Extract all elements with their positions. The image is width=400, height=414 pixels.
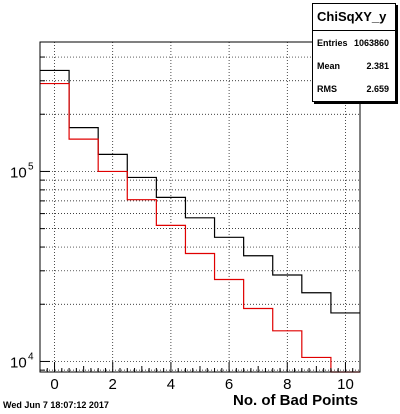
y-tick-label-base: 10 <box>10 354 27 371</box>
stats-label: Mean <box>317 61 341 71</box>
x-tick-label: 6 <box>225 376 233 393</box>
axes <box>39 41 361 373</box>
x-tick-label: 2 <box>109 376 117 393</box>
stats-box: ChiSqXY_y Entries 1063860 Mean 2.381 RMS… <box>312 3 396 102</box>
histogram-series-1 <box>40 82 360 373</box>
stats-value: 2.381 <box>366 61 389 71</box>
timestamp: Wed Jun 7 18:07:12 2017 <box>3 400 109 410</box>
stats-value: 1063860 <box>353 38 389 48</box>
y-tick-label-exponent: 5 <box>28 161 34 172</box>
stats-title: ChiSqXY_y <box>313 4 395 31</box>
series-group <box>40 69 360 373</box>
x-tick-label: 8 <box>283 376 291 393</box>
x-axis-label: No. of Bad Points <box>233 392 358 409</box>
x-tick-label: 4 <box>167 376 175 393</box>
stats-row-rms: RMS 2.659 <box>313 77 395 100</box>
stats-value: 2.659 <box>366 84 389 94</box>
grid <box>40 42 360 372</box>
y-tick-label-exponent: 4 <box>28 351 34 362</box>
x-tick-label: 0 <box>50 376 58 393</box>
stats-label: RMS <box>317 84 337 94</box>
y-tick-label-base: 10 <box>10 164 27 181</box>
stats-label: Entries <box>317 38 348 48</box>
x-tick-label: 10 <box>337 376 354 393</box>
stats-row-mean: Mean 2.381 <box>313 54 395 77</box>
plot-area <box>40 42 360 372</box>
stats-row-entries: Entries 1063860 <box>313 31 395 54</box>
